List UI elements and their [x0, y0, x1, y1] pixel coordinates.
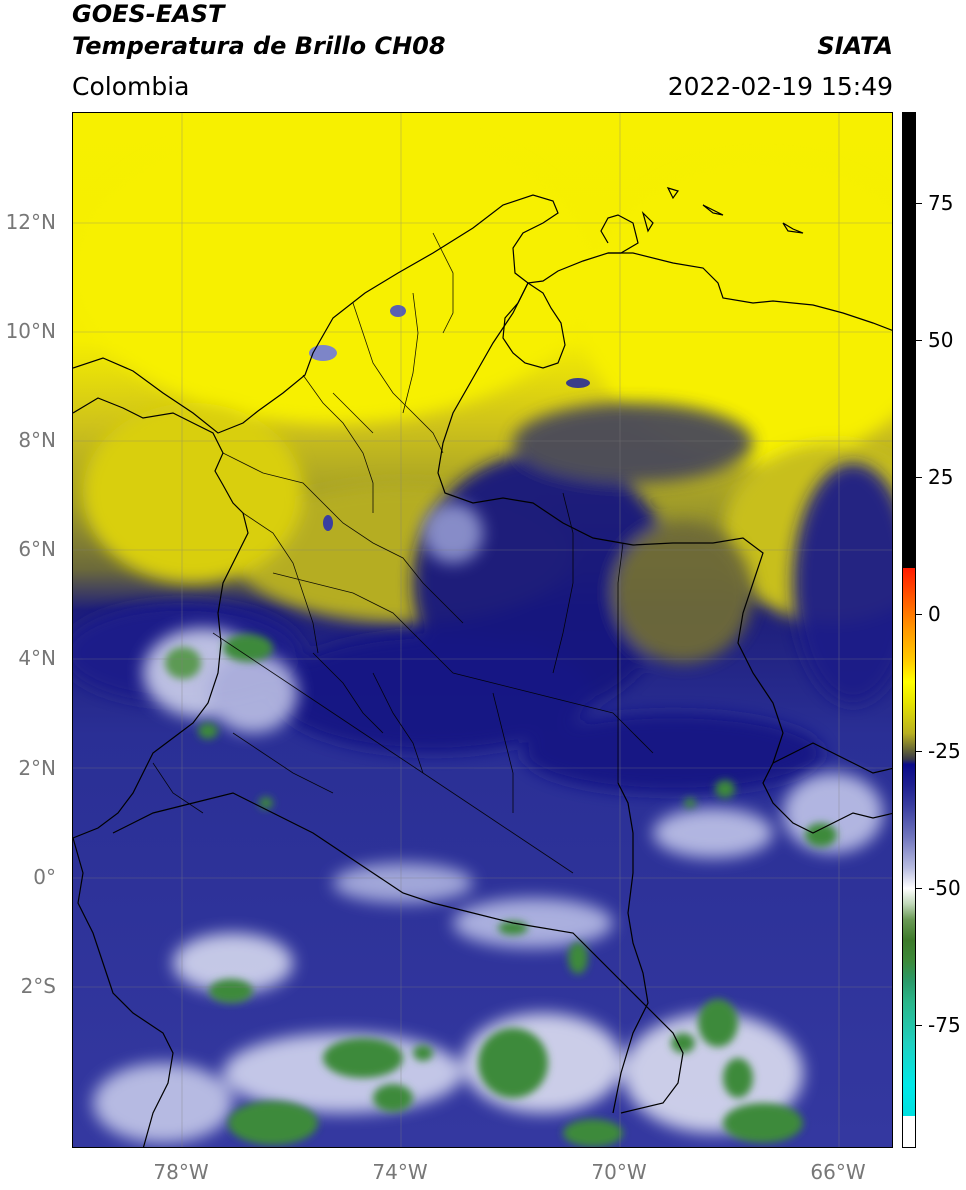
- colorbar-tick-75: 75: [928, 191, 954, 215]
- organization-label: SIATA: [817, 32, 893, 60]
- upper-level-moisture-band: [73, 403, 892, 793]
- deep-convection-cores: [165, 634, 837, 1147]
- region-label: Colombia: [72, 72, 190, 101]
- lat-label-2s: 2°S: [20, 974, 56, 998]
- lat-label-4n: 4°N: [18, 646, 56, 670]
- warm-cloud-free-areas: [73, 123, 892, 623]
- lon-label-78w: 78°W: [153, 1160, 209, 1184]
- lat-label-6n: 6°N: [18, 537, 56, 561]
- lat-label-12n: 12°N: [5, 210, 56, 234]
- colorbar-tick-50: 50: [928, 328, 954, 352]
- colorbar-tick-25: 25: [928, 465, 954, 489]
- lon-label-74w: 74°W: [372, 1160, 428, 1184]
- colorbar: [902, 112, 916, 1148]
- colorbar-tick-minus25: -25: [928, 739, 961, 763]
- lat-label-0: 0°: [33, 865, 56, 889]
- lon-label-66w: 66°W: [810, 1160, 866, 1184]
- brightness-temperature-map[interactable]: [72, 112, 893, 1148]
- graticule: [73, 113, 892, 1147]
- lat-label-2n: 2°N: [18, 756, 56, 780]
- isolated-cold-spots: [309, 305, 590, 531]
- colorbar-tick-minus50: -50: [928, 876, 961, 900]
- lon-label-70w: 70°W: [591, 1160, 647, 1184]
- satellite-title: GOES-EAST: [72, 0, 225, 28]
- lat-label-8n: 8°N: [18, 428, 56, 452]
- colorbar-tick-0: 0: [928, 602, 941, 626]
- map-canvas: [73, 113, 892, 1147]
- colorbar-tick-minus75: -75: [928, 1013, 961, 1037]
- product-title: Temperatura de Brillo CH08: [72, 32, 446, 60]
- coastlines-and-borders: [73, 187, 892, 1147]
- lat-label-10n: 10°N: [5, 319, 56, 343]
- datetime-label: 2022-02-19 15:49: [667, 72, 893, 101]
- internal-boundaries: [152, 232, 654, 874]
- cold-cirrus-clouds: [93, 503, 883, 1143]
